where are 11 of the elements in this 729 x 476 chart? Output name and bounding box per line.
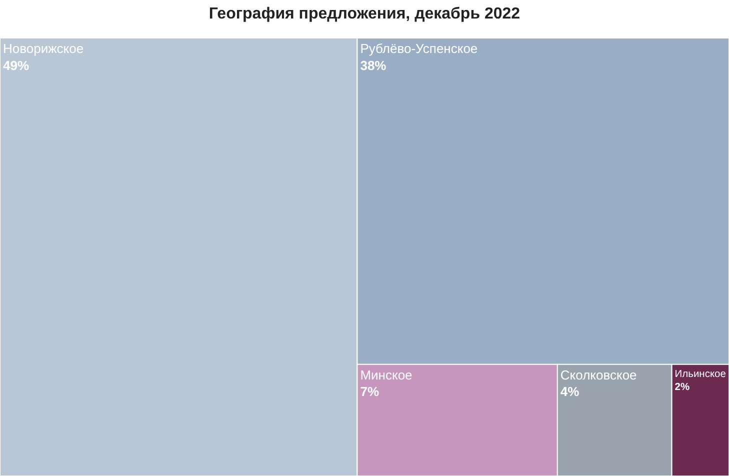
category-label: Рублёво-Успенское [360,41,478,56]
category-label: Новорижское [3,41,84,56]
category-label: Минское [360,367,412,382]
data-label: 49% [3,58,30,73]
data-label: 38% [360,58,387,73]
category-label: Сколковское [560,367,637,382]
text: География предложения, декабрь 2022 [208,5,520,22]
data-label: 7% [360,384,380,400]
category-label: Ильинское [674,368,726,380]
data-label: 4% [560,384,580,400]
data-label: 2% [674,382,690,394]
